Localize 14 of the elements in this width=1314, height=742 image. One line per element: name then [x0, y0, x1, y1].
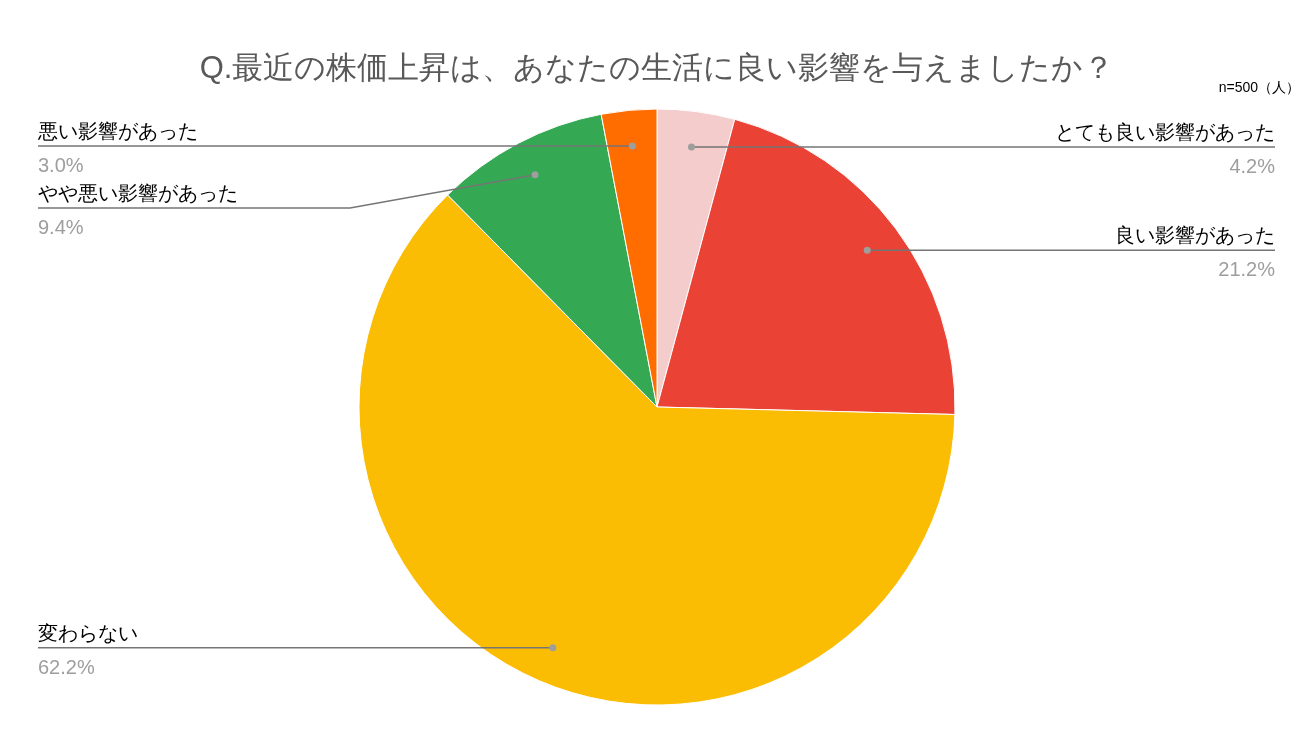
data-label: 21.2% — [1218, 258, 1276, 281]
slice-label: 変わらない — [38, 621, 138, 644]
data-label: 4.2% — [1229, 155, 1276, 178]
annotation: n=500（人） — [1218, 79, 1300, 95]
slice-label: 良い影響があった — [1115, 224, 1275, 247]
data-label: 62.2% — [38, 655, 95, 678]
data-label: 良い影響があった 21.2% — [863, 224, 1276, 281]
slice-label: とても良い影響があった — [1055, 121, 1275, 144]
title: Q.最近の株価上昇は、あなたの生活に良い影響を与えましたか？ — [199, 50, 1115, 85]
data-label: 変わらない 62.2% — [37, 621, 557, 678]
slice-label: 悪い影響があった — [37, 119, 198, 142]
data-label: 9.4% — [38, 215, 84, 238]
data-label: とても良い影響があった 4.2% — [688, 121, 1276, 178]
slice-label: やや悪い影響があった — [38, 181, 238, 204]
